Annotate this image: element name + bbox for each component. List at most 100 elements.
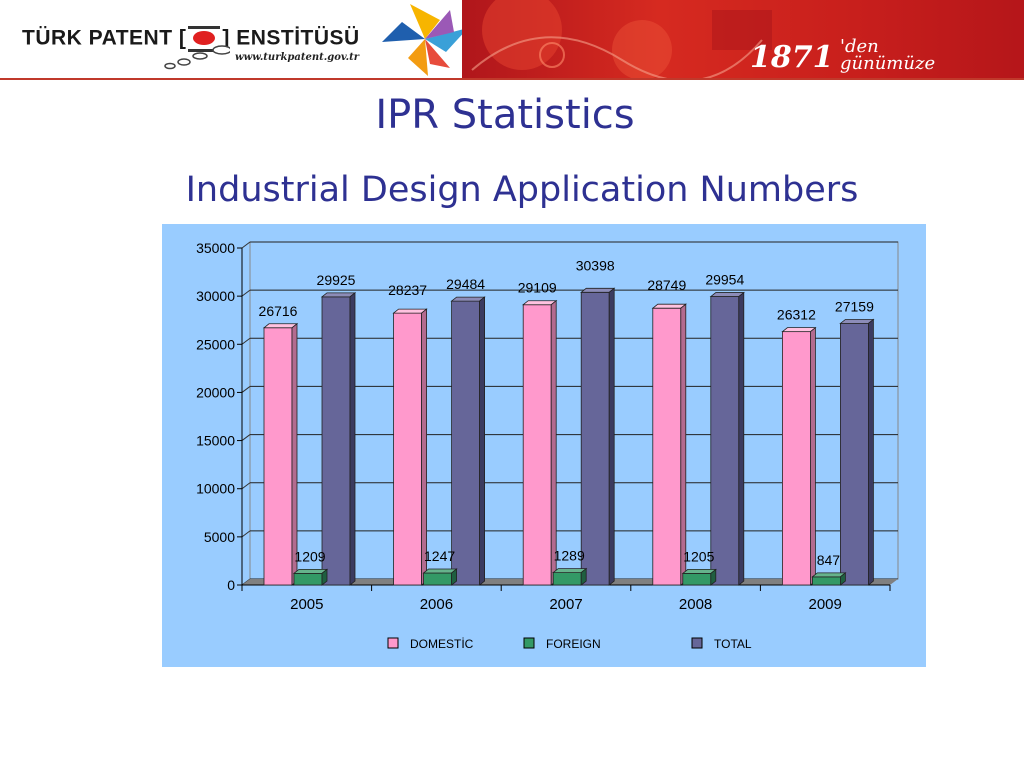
bar-foreign (552, 572, 582, 586)
gridline-diagonal (241, 530, 251, 538)
y-tick-label: 30000 (196, 288, 235, 304)
bar-top-foreign (422, 568, 458, 574)
data-label-foreign: 1205 (683, 548, 714, 564)
y-tick-label: 20000 (196, 384, 235, 400)
bar-top-total (839, 319, 875, 324)
data-label-domestic: 29109 (518, 280, 557, 296)
bar-top-domestic (522, 300, 558, 306)
bar-top-domestic (781, 327, 817, 333)
page-subtitle: Industrial Design Application Numbers (185, 170, 859, 210)
bar-side-domestic (680, 303, 687, 586)
data-label-domestic: 26312 (777, 307, 816, 323)
banner-year: 1871 (750, 40, 834, 75)
x-tick-label: 2009 (809, 596, 842, 613)
x-tick-label: 2006 (420, 596, 453, 613)
page-title: IPR Statistics (375, 92, 635, 138)
data-label-foreign: 1289 (554, 548, 585, 564)
bar-top-domestic (651, 303, 687, 309)
bar-side-foreign (840, 572, 846, 586)
header: TÜRK PATENT [] ENSTİTÜSÜ www.turkpatent.… (0, 0, 1024, 80)
bar-foreign (812, 576, 841, 586)
bar-side-total (738, 291, 745, 586)
gridline-diagonal (241, 386, 251, 393)
bar-side-foreign (580, 567, 587, 586)
legend-swatch-foreign (523, 637, 535, 649)
bar-total (840, 323, 869, 586)
y-tick-label: 35000 (196, 240, 235, 256)
bar-top-domestic (392, 308, 428, 314)
banner-suffix: 'den günümüze (840, 36, 936, 74)
data-label-foreign: 1209 (294, 548, 325, 564)
bar-chart: 0 5000 10000 15000 20000 25000 30000 35000 2005 2… (196, 240, 899, 651)
bar-total (321, 296, 351, 586)
data-label-total: 29954 (705, 272, 744, 288)
bar-foreign (682, 572, 712, 586)
bar-side-domestic (550, 299, 557, 586)
gridline-diagonal (241, 241, 251, 249)
gridline-diagonal (241, 434, 251, 441)
pinwheel-icon (382, 4, 468, 76)
bubbles-icon (164, 45, 230, 70)
bar-domestic (782, 331, 811, 586)
y-tick-label: 5000 (204, 529, 235, 545)
legend-label-total: TOTAL (714, 637, 752, 651)
legend-swatch-total (691, 637, 703, 649)
data-label-total: 30398 (576, 257, 615, 273)
y-tick-label: 15000 (196, 433, 235, 449)
bar-side-domestic (810, 326, 816, 586)
y-tick-label: 0 (227, 577, 235, 593)
bar-top-domestic (262, 323, 299, 329)
legend-label-domestic: DOMESTİC (410, 637, 474, 651)
bar-side-foreign (710, 568, 717, 586)
data-label-foreign: 847 (817, 552, 841, 568)
data-label-total: 29484 (446, 276, 485, 292)
bar-total (580, 291, 610, 586)
bar-top-total (580, 287, 616, 293)
bar-top-foreign (292, 568, 329, 574)
bar-domestic (522, 304, 552, 586)
bar-top-foreign (552, 568, 588, 573)
data-label-foreign: 1247 (424, 548, 455, 564)
logo-mark-icon (188, 26, 221, 52)
data-label-domestic: 28237 (388, 282, 427, 298)
bar-top-total (450, 296, 486, 302)
banner: 1871 'den günümüze (462, 0, 1024, 78)
logo-text-right: ] ENSTİTÜSÜ (222, 26, 360, 50)
bar-side-foreign (451, 568, 458, 586)
bar-side-total (868, 318, 874, 586)
data-label-domestic: 28749 (647, 277, 686, 293)
banner-pattern-icon (471, 0, 772, 78)
bar-top-total (709, 292, 745, 297)
gridline-diagonal (241, 482, 251, 490)
x-tick-label: 2007 (549, 596, 582, 613)
logo-text-left: TÜRK PATENT [ (22, 26, 187, 50)
legend-swatch-domestic (387, 637, 399, 649)
bar-foreign (293, 572, 323, 586)
bar-total (710, 296, 740, 586)
bar-side-total (349, 292, 356, 586)
chart-panel: 0 5000 10000 15000 20000 25000 30000 35000 2005 2… (162, 224, 926, 667)
bar-top-foreign (811, 572, 847, 578)
bar-top-total (320, 292, 357, 298)
data-label-domestic: 26716 (259, 303, 298, 319)
data-label-total: 29925 (317, 272, 356, 288)
bar-side-foreign (321, 568, 328, 586)
bar-side-total (479, 296, 486, 586)
bar-domestic (652, 307, 682, 586)
bar-side-total (608, 287, 615, 586)
banner-suffix-2: günümüze (840, 53, 936, 74)
bar-side-domestic (421, 308, 428, 586)
data-label-total: 27159 (835, 298, 874, 314)
x-tick-label: 2008 (679, 596, 712, 613)
y-tick-label: 10000 (196, 481, 235, 497)
x-tick-label: 2005 (290, 596, 323, 613)
logo[interactable]: TÜRK PATENT [ ] ENSTİTÜSÜ (22, 26, 360, 52)
gridline-diagonal (241, 337, 251, 345)
bar-side-domestic (291, 322, 298, 586)
banner-suffix-1: 'den (840, 36, 879, 57)
y-tick-label: 25000 (196, 336, 235, 352)
bar-domestic (263, 327, 293, 586)
bar-foreign (423, 572, 453, 586)
legend-label-foreign: FOREIGN (546, 637, 601, 651)
bar-top-foreign (681, 568, 717, 574)
